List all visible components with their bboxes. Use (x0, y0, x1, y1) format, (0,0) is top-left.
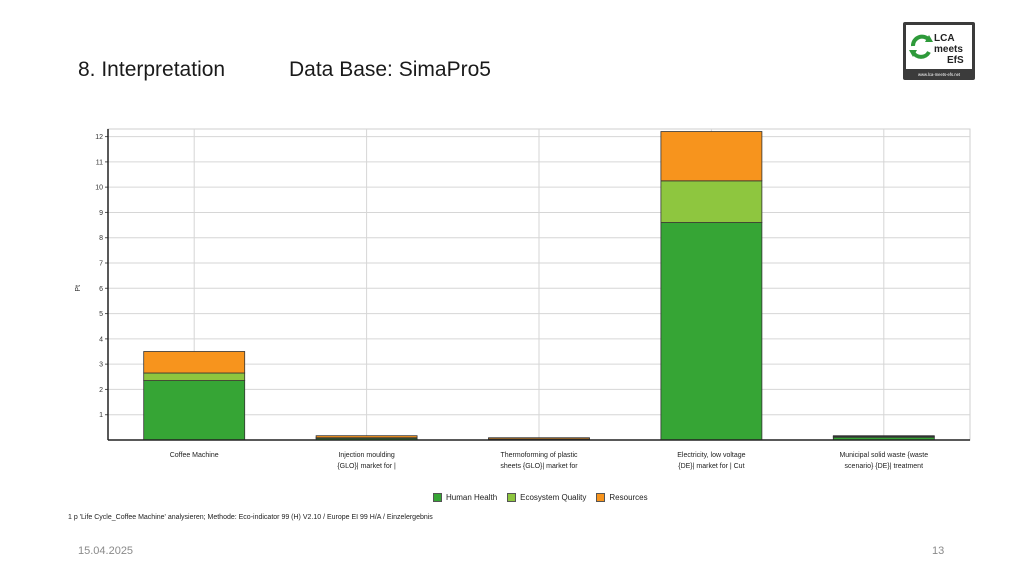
y-tick-label: 1 (99, 412, 103, 419)
legend-swatch (433, 492, 442, 502)
logo-url: www.lca-meets-efs.net (918, 72, 961, 77)
bar-resources (143, 351, 246, 374)
x-tick-label: Injection moulding {GLO}| market for | (287, 450, 447, 472)
y-tick-label: 7 (99, 261, 103, 268)
y-tick-label: 11 (96, 159, 103, 166)
x-tick-label-line: Coffee Machine (169, 452, 219, 459)
slide-title: 8. Interpretation (78, 58, 226, 81)
chart: 1 2 3 4 5 6 7 8 9 10 11 12 Pt Coffee Machine Injectio… (66, 124, 978, 470)
y-tick-label: 12 (95, 134, 103, 141)
x-tick-label-line: sheets {GLO}| market for (500, 463, 578, 470)
legend-label: Human Health (446, 492, 498, 502)
x-tick-label-line: Injection moulding (338, 452, 395, 459)
bar-ecosystem-quality (143, 372, 246, 381)
y-tick-label: 4 (99, 336, 103, 343)
legend-label: Resources (609, 492, 648, 502)
legend-item: Ecosystem Quality (507, 492, 587, 502)
legend-label: Ecosystem Quality (520, 492, 587, 502)
x-tick-label-line: Thermoforming of plastic (500, 452, 578, 459)
lca-meets-efs-logo: LCA meets EfS www.lca-meets-efs.net (903, 22, 975, 80)
bar-resources (488, 437, 590, 440)
x-tick-label: Municipal solid waste {waste scenario} {D… (804, 450, 964, 472)
legend-item: Resources (596, 492, 648, 502)
bar-human-health (143, 380, 246, 441)
y-tick-label: 10 (95, 185, 103, 192)
slide-subtitle: Data Base: SimaPro5 (289, 58, 491, 81)
x-tick-label-line: Municipal solid waste {waste (839, 452, 929, 459)
bar-resources (832, 435, 935, 437)
x-tick-label: Thermoforming of plastic sheets {GLO}| ma… (459, 450, 619, 472)
legend-swatch (507, 492, 517, 502)
footnote: 1 p 'Life Cycle_Coffee Machine' analysie… (68, 514, 433, 521)
x-tick-label-line: Electricity, low voltage (677, 452, 746, 459)
y-tick-label: 9 (99, 210, 103, 217)
logo-line-2: meets (934, 44, 963, 55)
bar-ecosystem-quality (660, 180, 763, 223)
x-tick-label: Electricity, low voltage {DE}| market for… (631, 450, 791, 472)
bar-resources (315, 435, 418, 439)
x-tick-label-line: {DE}| market for | Cut (678, 463, 745, 470)
page-number: 13 (932, 545, 945, 557)
y-axis-label: Pt (75, 285, 82, 292)
y-tick-label: 2 (99, 387, 103, 394)
y-tick-label: 6 (99, 286, 103, 293)
legend-swatch (596, 492, 606, 502)
x-tick-label-line: {GLO}| market for | (337, 463, 396, 470)
x-tick-label-line: scenario} {DE}| treatment (844, 463, 924, 470)
bar-human-health (660, 222, 763, 441)
y-tick-label: 8 (99, 235, 103, 242)
logo-line-1: LCA (934, 33, 955, 44)
bar-resources (660, 131, 763, 182)
recycle-icon (909, 34, 933, 59)
x-tick-label: Coffee Machine (114, 450, 274, 461)
y-tick-label: 5 (99, 311, 103, 318)
chart-legend: Human Health Ecosystem Quality Resources (433, 491, 648, 503)
legend-item: Human Health (433, 492, 498, 502)
footer-date: 15.04.2025 (78, 545, 134, 557)
y-tick-label: 3 (99, 362, 103, 369)
logo-line-3: EfS (947, 55, 964, 66)
